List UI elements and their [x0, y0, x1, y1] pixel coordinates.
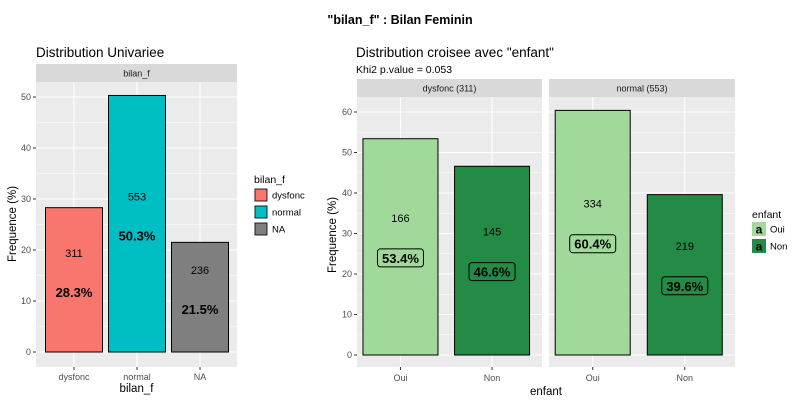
crosstab-facets: dysfonc (311) 166 53.4% Oui 145 46.6% Non norma…: [357, 79, 735, 383]
univariate-y-tick-label: 50: [21, 92, 31, 102]
univariate-bar-1: [45, 207, 103, 353]
univariate-legend-title: bilan_f: [254, 174, 285, 186]
crosstab-y-ticks: 0 10 20 30 40 50 60: [342, 107, 357, 360]
crosstab-count-label: 145: [483, 227, 501, 239]
figure-title: "bilan_f" : Bilan Feminin: [327, 13, 472, 27]
crosstab-x-axis-title: enfant: [530, 386, 563, 398]
crosstab-count-label: 334: [584, 199, 602, 211]
univariate-title: Distribution Univariee: [36, 45, 164, 60]
crosstab-chart: Distribution croisee avec "enfant" Khi2 …: [327, 45, 787, 398]
univariate-y-ticks: 0 10 20 30 40 50: [21, 92, 36, 357]
crosstab-legend-key-glyph: a: [756, 240, 763, 254]
univariate-x-tick-label: dysfonc: [58, 372, 90, 382]
crosstab-percent-label-box: [376, 248, 424, 268]
univariate-percent-label: 50.3%: [119, 229, 156, 244]
crosstab-percent-label: 46.6%: [474, 265, 511, 280]
crosstab-legend-label: Oui: [770, 225, 785, 236]
univariate-percent-label: 28.3%: [56, 285, 93, 300]
crosstab-bar-2-2: [646, 194, 723, 356]
crosstab-percent-label-box: [569, 234, 617, 254]
crosstab-y-tick-label: 40: [342, 188, 352, 198]
univariate-chart: Distribution Univariee bilan_f 311 28.3% 5…: [7, 45, 305, 395]
crosstab-bar-2-1: [554, 109, 631, 356]
univariate-legend: bilan_f dysfonc normal NA: [254, 174, 305, 236]
crosstab-x-tick-label: Non: [677, 373, 694, 383]
univariate-legend-label: normal: [272, 208, 301, 219]
univariate-legend-label: NA: [272, 225, 286, 236]
univariate-y-tick-label: 20: [21, 245, 31, 255]
univariate-x-axis-title: bilan_f: [120, 383, 155, 395]
crosstab-facet-label: normal (553): [616, 84, 667, 94]
crosstab-y-axis-title: Frequence (%): [327, 197, 339, 273]
crosstab-legend-title: enfant: [752, 209, 781, 221]
crosstab-percent-label: 39.6%: [666, 279, 703, 294]
univariate-legend-label: dysfonc: [272, 191, 305, 202]
crosstab-y-tick-label: 30: [342, 229, 352, 239]
crosstab-subtitle: Khi2 p.value = 0.053: [356, 64, 452, 76]
univariate-bar-2: [108, 94, 166, 353]
crosstab-bar-1-1: [362, 138, 439, 356]
univariate-y-tick-label: 30: [21, 194, 31, 204]
univariate-facet-label: bilan_f: [123, 69, 150, 79]
crosstab-title: Distribution croisee avec "enfant": [356, 45, 554, 60]
univariate-facet-strip: [36, 64, 237, 82]
crosstab-percent-label-box: [468, 262, 516, 282]
univariate-bar-labels: 311 28.3% 553 50.3% 236 21.5%: [56, 192, 219, 317]
univariate-y-tick-label: 40: [21, 143, 31, 153]
crosstab-y-tick-label: 50: [342, 148, 352, 158]
crosstab-facet-strip: [549, 79, 735, 97]
crosstab-percent-label: 53.4%: [382, 251, 419, 266]
univariate-y-tick-label: 0: [26, 347, 31, 357]
univariate-bars: [45, 94, 229, 353]
crosstab-legend-key-glyph: a: [756, 223, 763, 237]
univariate-legend-swatch-1: [254, 188, 268, 202]
crosstab-legend-swatch-1: [752, 222, 766, 236]
univariate-y-tick-label: 10: [21, 296, 31, 306]
univariate-legend-swatch-2: [254, 205, 268, 219]
crosstab-x-tick-label: Non: [484, 373, 501, 383]
crosstab-percent-label-box: [661, 276, 709, 296]
crosstab-x-tick-label: Oui: [586, 373, 600, 383]
univariate-count-label: 311: [65, 248, 83, 260]
univariate-y-axis-title: Frequence (%): [7, 186, 19, 262]
crosstab-facet-label: dysfonc (311): [423, 84, 477, 94]
crosstab-x-tick-label: Oui: [393, 373, 407, 383]
crosstab-legend-swatch-2: [752, 239, 766, 253]
univariate-x-tick-label: normal: [123, 372, 151, 382]
univariate-x-tick-label: NA: [194, 372, 207, 382]
univariate-count-label: 553: [128, 192, 146, 204]
crosstab-percent-label: 60.4%: [574, 237, 611, 252]
crosstab-y-tick-label: 10: [342, 310, 352, 320]
crosstab-count-label: 166: [391, 213, 409, 225]
crosstab-facet-strip: [357, 79, 542, 97]
univariate-count-label: 236: [191, 265, 209, 277]
crosstab-legend-label: Non: [770, 242, 787, 253]
crosstab-bar-1-2: [454, 165, 531, 356]
crosstab-count-label: 219: [676, 241, 694, 253]
univariate-x-ticks: dysfonc normal NA: [58, 367, 206, 382]
crosstab-y-tick-label: 0: [347, 350, 352, 360]
univariate-bar-3: [171, 241, 229, 353]
univariate-percent-label: 21.5%: [182, 302, 219, 317]
univariate-legend-swatch-3: [254, 222, 268, 236]
crosstab-y-tick-label: 20: [342, 269, 352, 279]
crosstab-y-tick-label: 60: [342, 107, 352, 117]
